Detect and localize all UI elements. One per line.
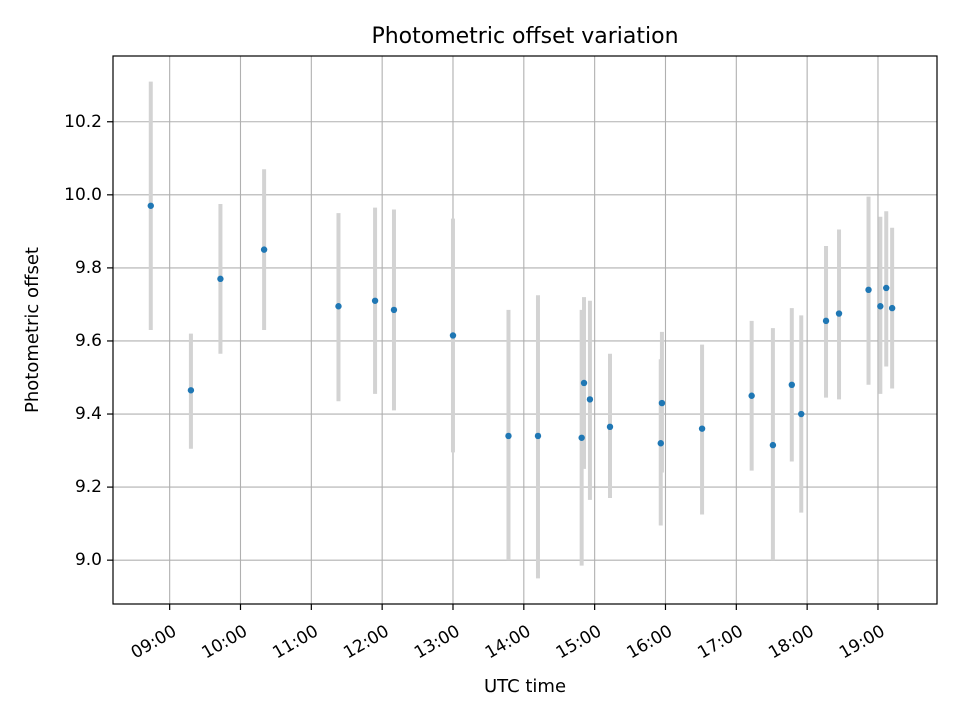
- y-tick-label: 9.2: [75, 477, 102, 497]
- data-point: [578, 434, 585, 441]
- data-point: [586, 396, 594, 403]
- x-axis-label: UTC time: [484, 676, 566, 697]
- data-point: [580, 379, 588, 387]
- data-point: [505, 432, 512, 440]
- plot-frame: [112, 55, 938, 605]
- data-point: [865, 286, 872, 294]
- chart-title: Photometric offset variation: [371, 24, 678, 49]
- data-point: [877, 303, 884, 310]
- data-point: [888, 304, 896, 312]
- data-point: [883, 284, 890, 292]
- data-point: [748, 392, 755, 399]
- data-point: [798, 410, 805, 418]
- y-tick-label: 9.0: [75, 550, 102, 570]
- data-point: [335, 303, 342, 310]
- data-point: [822, 317, 830, 325]
- y-tick-label: 10.2: [64, 112, 102, 132]
- data-point: [788, 381, 795, 388]
- data-point: [371, 297, 379, 304]
- data-point: [187, 387, 195, 394]
- y-tick-label: 9.4: [75, 404, 102, 424]
- y-tick-label: 9.6: [75, 331, 102, 351]
- data-point: [698, 425, 706, 432]
- data-point: [217, 275, 224, 283]
- y-tick-label: 9.8: [75, 258, 102, 278]
- y-axis-label: Photometric offset: [22, 247, 43, 413]
- data-point: [260, 246, 268, 253]
- data-point: [449, 332, 457, 339]
- y-tick-label: 10.0: [64, 185, 102, 205]
- data-point: [835, 310, 843, 317]
- data-point: [606, 423, 614, 431]
- data-point: [534, 432, 542, 440]
- point-layer: [147, 202, 896, 449]
- data-point: [147, 202, 154, 209]
- data-point: [657, 440, 664, 447]
- data-point: [769, 441, 777, 449]
- data-point: [658, 399, 666, 407]
- data-point: [390, 306, 398, 314]
